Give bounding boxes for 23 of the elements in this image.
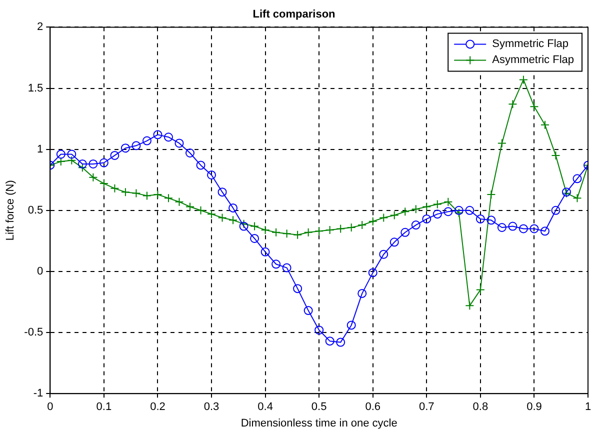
y-tick-label: 2 xyxy=(37,21,44,34)
legend-label: Symmetric Flap xyxy=(492,38,569,50)
x-tick-label: 0.1 xyxy=(96,401,112,414)
chart-title: Lift comparison xyxy=(252,8,336,21)
y-tick-label: 1.5 xyxy=(28,82,44,94)
y-tick-label: -1 xyxy=(33,388,44,400)
x-tick-label: 0 xyxy=(47,401,54,414)
x-tick-label: 1 xyxy=(584,401,592,414)
x-tick-label: 0.3 xyxy=(204,401,220,414)
y-axis-title: Lift force (N) xyxy=(4,180,17,241)
x-tick-label: 0.7 xyxy=(419,401,434,414)
x-tick-label: 0.6 xyxy=(365,401,381,414)
x-tick-label: 0.2 xyxy=(150,401,166,414)
x-tick-label: 0.9 xyxy=(526,401,542,414)
x-tick-label: 0.4 xyxy=(258,401,273,414)
y-tick-label: -0.5 xyxy=(24,326,44,339)
x-axis-title: Dimensionless time in one cycle xyxy=(240,417,398,430)
legend-label: Asymmetric Flap xyxy=(492,54,574,66)
y-tick-label: 1 xyxy=(37,143,44,156)
y-tick-label: 0 xyxy=(37,266,44,278)
x-tick-label: 0.8 xyxy=(472,401,488,414)
y-tick-label: 0.5 xyxy=(28,204,44,216)
x-tick-label: 0.5 xyxy=(311,401,327,414)
